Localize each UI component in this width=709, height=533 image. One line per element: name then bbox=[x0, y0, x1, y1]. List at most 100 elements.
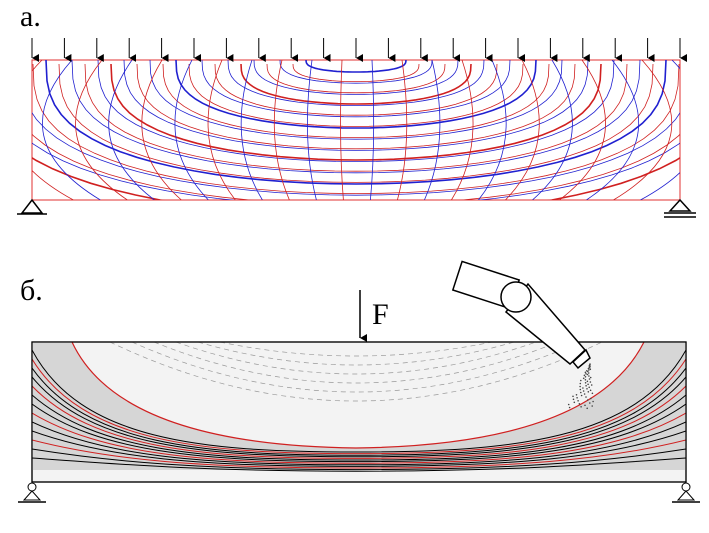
trajectory bbox=[478, 60, 507, 200]
trajectory bbox=[174, 60, 209, 200]
spray-dot bbox=[584, 379, 587, 381]
spray-dot bbox=[589, 389, 592, 392]
spray-dot bbox=[582, 377, 585, 380]
print-path bbox=[32, 403, 686, 463]
spray-dot bbox=[583, 374, 586, 377]
print-path bbox=[32, 421, 686, 466]
spray-dot bbox=[586, 407, 588, 410]
trajectory bbox=[279, 60, 433, 84]
spray-dot bbox=[589, 381, 592, 383]
load-arrows bbox=[31, 38, 687, 62]
trajectory bbox=[305, 60, 407, 73]
panel-label: б. bbox=[20, 274, 43, 307]
panel-a bbox=[17, 38, 696, 218]
print-path bbox=[32, 394, 686, 461]
trajectory bbox=[532, 60, 573, 200]
trajectory bbox=[84, 63, 628, 172]
print-path bbox=[32, 358, 686, 455]
trajectory bbox=[188, 63, 524, 127]
spray-dot bbox=[592, 400, 594, 403]
trajectory bbox=[141, 60, 182, 200]
trajectory bbox=[110, 63, 602, 161]
spray-dot bbox=[572, 395, 574, 398]
spray-dot bbox=[591, 405, 593, 407]
spray-dot bbox=[590, 384, 593, 386]
spray-dot bbox=[585, 396, 587, 398]
spray-dot bbox=[589, 402, 591, 404]
force-label: F bbox=[372, 298, 389, 331]
trajectory bbox=[162, 63, 550, 139]
head-joint bbox=[500, 281, 532, 313]
trajectory bbox=[136, 63, 576, 150]
spray-dot bbox=[587, 372, 590, 374]
spray-dot bbox=[584, 376, 587, 378]
support bbox=[668, 198, 692, 212]
spray-dot bbox=[573, 401, 576, 404]
trajectory bbox=[505, 60, 540, 200]
spray bbox=[567, 363, 594, 410]
trajectory bbox=[307, 60, 317, 200]
spray-dot bbox=[579, 385, 581, 388]
trajectory bbox=[240, 63, 472, 105]
trajectory bbox=[273, 60, 290, 200]
trajectory bbox=[214, 63, 498, 116]
trajectory bbox=[292, 63, 420, 82]
spray-dot bbox=[584, 371, 587, 374]
trajectory bbox=[58, 63, 654, 183]
spray-dot bbox=[567, 403, 570, 406]
trajectory bbox=[340, 60, 344, 200]
trajectory bbox=[559, 60, 606, 200]
spray-dot bbox=[588, 366, 590, 368]
print-boundary bbox=[71, 342, 645, 449]
print-path bbox=[32, 376, 686, 458]
spray-dot bbox=[588, 375, 590, 377]
trajectory bbox=[397, 60, 408, 200]
spray-dot bbox=[589, 376, 592, 379]
trajectory bbox=[253, 60, 459, 95]
trajectory bbox=[207, 60, 236, 200]
stress-line bbox=[109, 342, 603, 402]
stress-line bbox=[175, 342, 537, 375]
print-path bbox=[32, 457, 686, 472]
stress-line bbox=[153, 342, 559, 384]
trajectory bbox=[424, 60, 441, 200]
support bbox=[20, 198, 44, 214]
trajectory bbox=[75, 60, 128, 200]
spray-dot bbox=[580, 394, 583, 397]
spray-dot bbox=[582, 390, 585, 392]
trajectory bbox=[45, 60, 667, 185]
spray-dot bbox=[591, 392, 594, 395]
spray-dot bbox=[586, 388, 588, 390]
spray-dot bbox=[580, 391, 582, 394]
spray-dot bbox=[568, 406, 571, 409]
trajectory bbox=[32, 133, 680, 200]
spray-dot bbox=[578, 403, 581, 405]
print-path bbox=[32, 367, 686, 456]
spray-dot bbox=[577, 400, 579, 402]
spray-dot bbox=[579, 382, 582, 385]
nozzle-tip bbox=[571, 348, 591, 370]
trajectory bbox=[451, 60, 474, 200]
trajectory bbox=[123, 60, 589, 151]
spray-dot bbox=[572, 398, 575, 401]
spray-dot bbox=[583, 393, 586, 395]
trajectory bbox=[201, 60, 511, 118]
print-path bbox=[32, 439, 686, 469]
print-path bbox=[32, 349, 686, 453]
support-pin bbox=[681, 482, 691, 492]
panel-label: а. bbox=[20, 0, 41, 33]
print-paths bbox=[32, 342, 686, 472]
spray-dot bbox=[582, 387, 584, 389]
spray-dot bbox=[588, 369, 590, 371]
spray-dot bbox=[586, 380, 589, 383]
trajectory bbox=[32, 60, 74, 200]
spray-dot bbox=[588, 386, 590, 389]
stress-line bbox=[131, 342, 581, 393]
beam-outline bbox=[31, 341, 687, 483]
spray-dot bbox=[580, 406, 582, 408]
trajectory bbox=[42, 60, 101, 200]
trajectory bbox=[266, 63, 446, 94]
spray-dot bbox=[590, 397, 592, 400]
support-pin bbox=[27, 482, 37, 492]
